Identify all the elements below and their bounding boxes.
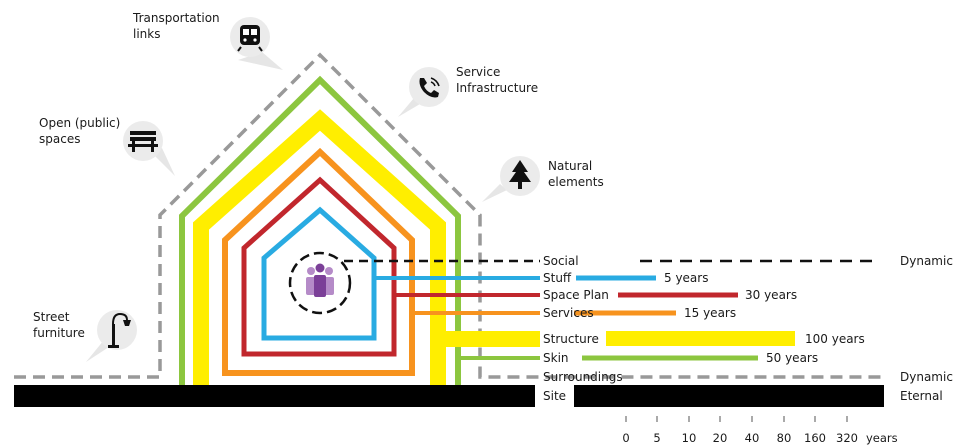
open-spaces-label-line1: Open (public)	[39, 116, 120, 130]
surroundings-outline	[14, 52, 884, 379]
stuff-layer	[261, 206, 377, 341]
scale-unit: years	[866, 431, 898, 445]
scale-tick: 10	[682, 431, 697, 445]
callout-open-spaces: Open (public) spaces	[39, 116, 175, 176]
street-lamp-icon	[108, 312, 131, 348]
scale-tick: 320	[836, 431, 858, 445]
layer-label-surroundings: Surroundings	[543, 370, 623, 384]
people-icon	[306, 263, 334, 297]
scale-tick: 0	[622, 431, 629, 445]
transportation-label-line2: links	[133, 27, 160, 41]
state-dynamic-top: Dynamic	[900, 254, 953, 268]
scale-tick: 5	[653, 431, 660, 445]
state-eternal: Eternal	[900, 389, 943, 403]
train-icon	[237, 25, 263, 52]
time-scale: 0 5 10 20 40 80 160 320 years	[622, 416, 898, 445]
space-plan-layer	[241, 176, 397, 357]
duration-structure: 100 years	[805, 332, 865, 346]
layer-label-space-plan: Space Plan	[543, 288, 609, 302]
callout-service: Service Infrastructure	[398, 65, 538, 117]
street-label-line1: Street	[33, 310, 70, 324]
layer-label-structure: Structure	[543, 332, 599, 346]
scale-tick: 160	[804, 431, 826, 445]
scale-tick: 40	[745, 431, 760, 445]
duration-stuff: 5 years	[664, 271, 708, 285]
duration-services: 15 years	[684, 306, 736, 320]
social-circle	[288, 251, 352, 315]
layer-label-social: Social	[543, 254, 579, 268]
callout-street: Street furniture	[33, 310, 137, 362]
layer-label-stuff: Stuff	[543, 271, 572, 285]
scale-tick: 20	[713, 431, 728, 445]
structure-bar	[606, 331, 795, 346]
duration-skin: 50 years	[766, 351, 818, 365]
layer-label-services: Services	[543, 306, 594, 320]
transportation-label-line1: Transportation	[132, 11, 220, 25]
service-label-line2: Infrastructure	[456, 81, 538, 95]
layer-label-skin: Skin	[543, 351, 569, 365]
tree-icon	[509, 160, 531, 189]
natural-label-line1: Natural	[548, 159, 592, 173]
bench-icon	[128, 131, 158, 152]
duration-space-plan: 30 years	[745, 288, 797, 302]
skin-layer	[179, 75, 461, 385]
street-label-line2: furniture	[33, 326, 85, 340]
site-bar-left	[14, 385, 535, 407]
callout-transportation: Transportation links	[132, 11, 283, 70]
state-dynamic-bottom: Dynamic	[900, 370, 953, 384]
layer-label-site: Site	[543, 389, 566, 403]
natural-label-line2: elements	[548, 175, 604, 189]
service-label-line1: Service	[456, 65, 500, 79]
phone-icon	[419, 77, 440, 98]
open-spaces-label-line2: spaces	[39, 132, 80, 146]
scale-tick: 80	[777, 431, 792, 445]
services-layer	[222, 147, 415, 376]
site-bar-right	[574, 385, 884, 407]
callout-natural: Natural elements	[482, 156, 604, 202]
